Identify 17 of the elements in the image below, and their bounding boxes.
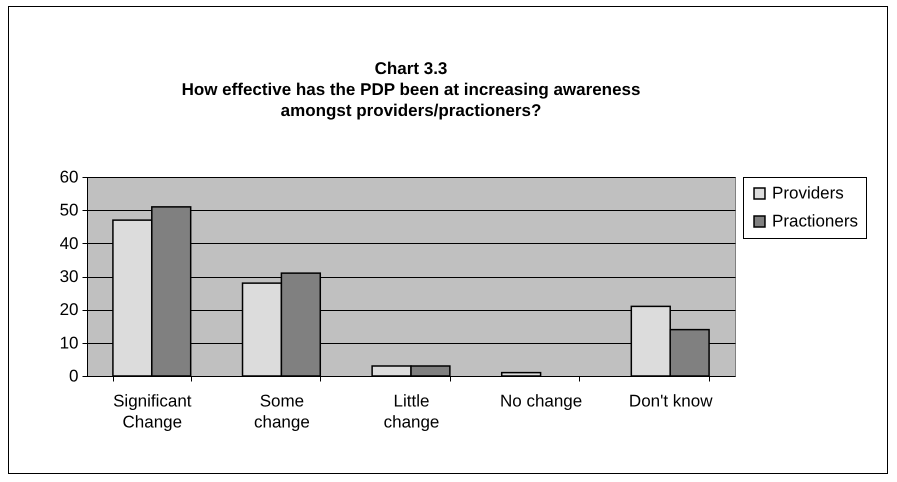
x-tick-label: Little change [384,392,440,432]
bar [500,372,542,377]
y-tick-label: 10 [60,333,78,352]
y-tick-label: 60 [60,168,78,186]
y-tick-label: 50 [60,200,78,220]
y-tick-label: 0 [69,366,78,386]
legend-label: Practioners [772,212,858,230]
y-tick-label: 40 [60,234,78,253]
chart-title: Chart 3.3 [374,59,448,78]
x-tick-label: Don't know [628,392,714,410]
x-tick-label: Significant Change [113,392,192,432]
y-tick-label: 20 [60,300,78,320]
x-tick-label: Some change [254,392,310,432]
chart-subtitle: How effective has the PDP been at increasing awareness amongst providers/practioners? [182,80,640,120]
legend-label: Providers [772,184,844,202]
y-tick-label: 30 [60,267,78,286]
x-tick-label: No change [500,392,582,410]
